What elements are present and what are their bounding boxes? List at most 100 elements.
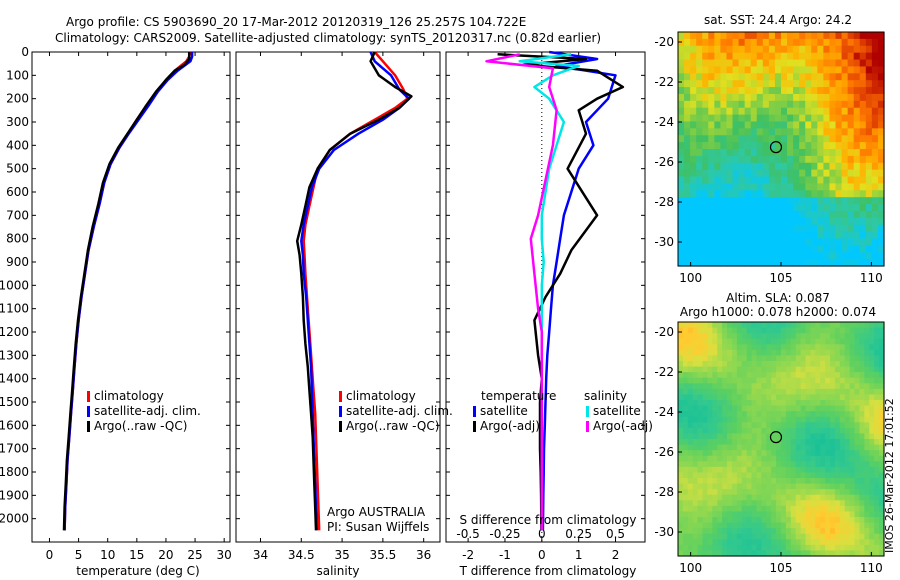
map-cell [738, 245, 746, 253]
map-cell [751, 388, 758, 396]
map-cell [708, 121, 715, 129]
map-cell [727, 528, 733, 535]
map-cell [776, 344, 782, 351]
map-cell [859, 183, 867, 191]
map-cell [874, 517, 880, 524]
map-cell [731, 439, 738, 446]
map-cell [746, 544, 753, 552]
map-cell [768, 87, 776, 95]
map-cell [820, 388, 826, 396]
map-cell [736, 444, 743, 451]
map-cell [744, 183, 752, 191]
map-cell [696, 162, 703, 171]
map-cell [817, 162, 825, 171]
map-cell [717, 455, 723, 462]
map-cell [776, 388, 782, 396]
map-cell [781, 433, 787, 440]
map-cell [800, 327, 807, 334]
map-cell [717, 411, 723, 418]
map-cell [815, 333, 821, 340]
map-cell [811, 162, 818, 171]
map-cell [841, 231, 849, 240]
map-cell [682, 349, 689, 357]
map-cell [877, 155, 885, 164]
map-cell [830, 483, 836, 490]
map-cell [787, 197, 794, 205]
map-cell [736, 338, 743, 345]
map-cell [795, 466, 802, 474]
map-cell [736, 544, 743, 552]
map-cell [815, 444, 821, 451]
map-cell [736, 517, 743, 524]
map-cell [708, 59, 715, 68]
map-cell [720, 183, 728, 191]
map-cell [741, 416, 748, 423]
map-cell [690, 38, 697, 47]
map-cell [781, 107, 788, 116]
map-cell [697, 416, 704, 423]
map-cell [829, 73, 837, 81]
map-cell [768, 142, 776, 150]
map-cell [823, 224, 831, 233]
argo-location-marker [769, 141, 783, 154]
map-cell [732, 149, 740, 157]
map-cell [830, 338, 836, 345]
map-cell [746, 416, 753, 423]
map-cell [762, 183, 770, 191]
map-cell [800, 411, 807, 418]
map-cell [810, 455, 816, 462]
map-cell [839, 483, 846, 490]
map-cell [854, 450, 861, 457]
map-cell [678, 427, 684, 435]
map-cell [702, 422, 709, 429]
x-tick-label: 30 [217, 548, 232, 562]
map-cell [795, 394, 802, 401]
map-cell [834, 416, 841, 423]
map-cell [746, 489, 753, 496]
map-cell [879, 344, 885, 351]
map-cell [696, 38, 703, 47]
map-cell [787, 252, 794, 260]
map-cell [835, 217, 843, 226]
y-tick-label: 200 [6, 92, 29, 106]
map-cell [865, 93, 873, 102]
map-cell [712, 461, 718, 468]
map-cell [805, 455, 812, 462]
map-cell [720, 190, 728, 198]
map-cell [800, 444, 807, 451]
map-cell [781, 155, 788, 164]
map-cell [720, 114, 728, 123]
map-cell [702, 528, 709, 535]
map-cell [722, 511, 728, 518]
map-cell [849, 478, 856, 485]
map-cell [874, 511, 880, 518]
map-cell [702, 394, 709, 401]
series-line [295, 51, 413, 531]
map-cell [877, 197, 885, 205]
map-cell [707, 505, 713, 513]
map-cell [687, 478, 694, 485]
map-cell [720, 169, 728, 178]
map-cell [781, 162, 788, 171]
map-cell [751, 478, 758, 485]
map-cell [844, 539, 851, 546]
map-cell [678, 169, 685, 178]
map-cell [707, 522, 713, 529]
map-cell [774, 169, 782, 178]
map-cell [687, 544, 694, 552]
map-cell [800, 505, 807, 513]
map-cell [874, 322, 880, 329]
map-cell [799, 204, 806, 212]
map-cell [746, 333, 753, 340]
map-cell [750, 100, 758, 109]
map-cell [830, 388, 836, 396]
map-cell [853, 259, 861, 267]
legend-label: climatology [346, 389, 416, 403]
map-cell [750, 210, 758, 219]
map-cell [815, 366, 821, 373]
map-cell [678, 149, 685, 157]
map-cell [820, 517, 826, 524]
map-cell [762, 93, 770, 102]
map-cell [810, 366, 816, 373]
map-cell [829, 135, 837, 143]
